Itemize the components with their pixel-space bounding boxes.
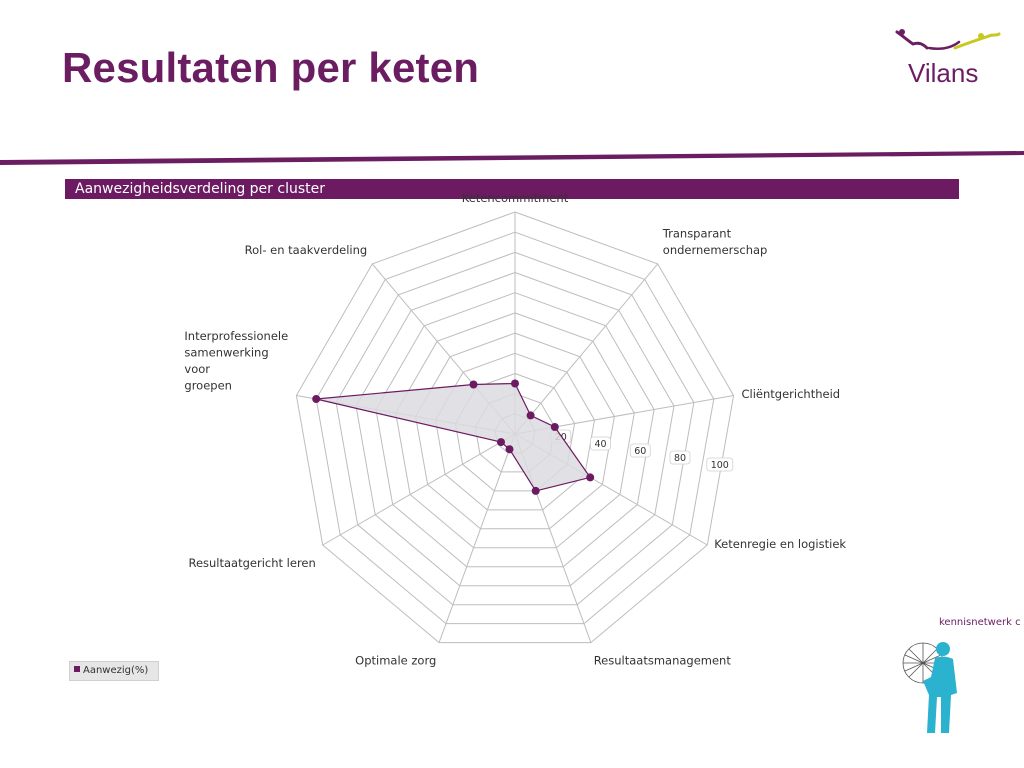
grid-ring [295, 211, 735, 644]
axis-label-line: Cliëntgerichtheid [742, 387, 841, 401]
grid-ring [375, 292, 655, 568]
series-area [316, 382, 592, 492]
network-logo-text: kennisnetwerk cva nederland [939, 617, 1020, 628]
network-logo-icon: kennisnetwerk cva nederland [902, 617, 1020, 733]
grid-spoke [514, 263, 659, 435]
tick-label: 80 [674, 453, 686, 464]
tick-label: 40 [594, 439, 606, 450]
legend-swatch [74, 666, 80, 672]
data-point [586, 473, 595, 482]
grid-ring [395, 312, 635, 549]
grid-spoke [438, 433, 516, 643]
grid-ring [415, 332, 615, 530]
legend-label: Aanwezig(%) [83, 665, 149, 676]
axis-label-line: Transparant [662, 226, 732, 240]
chart-legend: Aanwezig(%) [69, 661, 159, 681]
axis-label: Resultaatsmanagement [594, 654, 732, 668]
axis-label-line: Resultaatgericht leren [188, 556, 315, 570]
axis-label-line: voor [184, 362, 210, 376]
tick-label-box [590, 436, 611, 451]
axis-label: Ketencommitment [462, 191, 569, 205]
data-point [469, 380, 478, 389]
vilans-logo-text: Vilans [908, 58, 979, 88]
tick-label: 100 [711, 460, 729, 471]
axis-label-line: groepen [184, 379, 232, 393]
axis-label: Ketenregie en logistiek [714, 537, 846, 551]
axis-label: Transparant ondernemerschap [662, 226, 768, 257]
tick-label-box [706, 457, 734, 472]
axis-label-line: Ketenregie en logistiek [714, 537, 846, 551]
data-point [526, 411, 535, 420]
axis-label-line: Optimale zorg [355, 654, 436, 668]
data-point [312, 395, 321, 403]
axis-label: Interprofessionele samenwerking voor groepe… [184, 329, 288, 393]
data-point [505, 445, 514, 454]
axis-label: Optimale zorg [355, 654, 436, 668]
data-point [550, 423, 559, 431]
tick-label: 60 [634, 446, 646, 457]
slide-title: Resultaten per keten [62, 44, 480, 91]
data-point [531, 486, 540, 495]
axis-label-line: ondernemerschap [663, 243, 768, 257]
axis-label: Cliëntgerichtheid [742, 387, 841, 401]
axis-label: Resultaatgericht leren [188, 556, 315, 570]
grid-ring [335, 251, 695, 606]
grid-ring [355, 271, 675, 587]
axis-label-line: samenwerking [184, 346, 268, 360]
tick-label-box [669, 450, 691, 465]
axis-label-line: Resultaatsmanagement [594, 654, 732, 668]
header-divider [0, 151, 1024, 165]
grid-ring [315, 231, 715, 625]
data-point [497, 438, 505, 447]
chart-panel-header: Aanwezigheidsverdeling per cluster [65, 179, 959, 199]
axis-label-line: Rol- en taakverdeling [245, 243, 368, 257]
data-point [511, 379, 519, 388]
grid-spoke [322, 433, 516, 546]
axis-label: Rol- en taakverdeling [245, 243, 368, 257]
axis-label-line: Ketencommitment [462, 191, 569, 205]
tick-label-box [629, 443, 651, 458]
vilans-logo-icon [895, 29, 1001, 50]
axis-label-line: Interprofessionele [184, 329, 288, 343]
